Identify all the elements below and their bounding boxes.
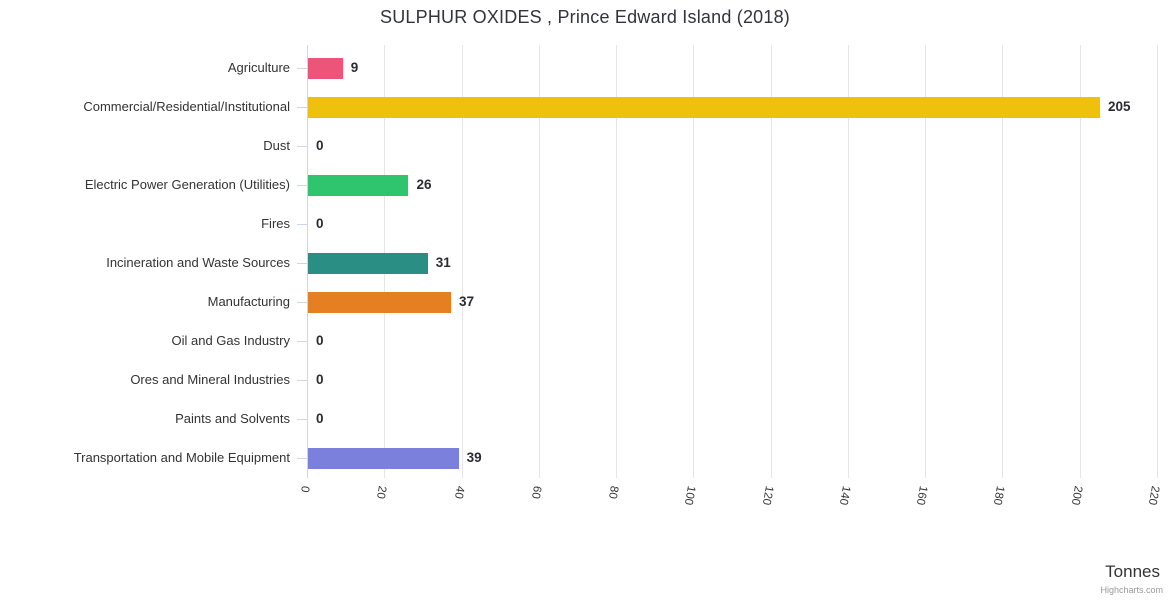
category-label: Transportation and Mobile Equipment xyxy=(73,450,290,465)
category-tick xyxy=(297,341,307,342)
category-tick xyxy=(297,302,307,303)
x-tick-label: 100 xyxy=(682,484,698,506)
category-tick xyxy=(297,419,307,420)
x-tick-label: 200 xyxy=(1068,484,1084,506)
x-tick-label: 60 xyxy=(528,484,543,500)
value-label: 0 xyxy=(316,372,324,387)
category-label: Oil and Gas Industry xyxy=(171,333,291,348)
gridline xyxy=(770,45,772,478)
value-label: 0 xyxy=(316,138,324,153)
bar[interactable] xyxy=(308,447,459,469)
category-tick xyxy=(297,224,307,225)
gridline xyxy=(693,45,695,478)
bar[interactable] xyxy=(308,96,1101,118)
value-label: 26 xyxy=(416,177,432,192)
value-label: 205 xyxy=(1108,99,1131,114)
category-tick xyxy=(297,263,307,264)
x-tick-label: 160 xyxy=(914,484,930,506)
gridline xyxy=(1157,45,1158,478)
category-tick xyxy=(297,146,307,147)
category-axis-line xyxy=(307,45,308,478)
value-label: 9 xyxy=(350,60,359,75)
category-label: Commercial/Residential/Institutional xyxy=(83,99,290,114)
value-label: 0 xyxy=(316,333,324,348)
gridline xyxy=(1002,45,1004,478)
x-tick-label: 40 xyxy=(451,484,466,500)
value-label: 0 xyxy=(316,216,324,231)
gridline xyxy=(1079,45,1081,478)
highcharts-credit[interactable]: Highcharts.com xyxy=(1100,585,1163,595)
x-tick-label: 20 xyxy=(374,484,389,500)
category-label: Manufacturing xyxy=(207,294,290,309)
category-label: Incineration and Waste Sources xyxy=(106,255,290,270)
x-axis-title: Tonnes xyxy=(1105,562,1160,581)
value-label: 39 xyxy=(466,450,482,465)
category-tick xyxy=(297,380,307,381)
category-label: Dust xyxy=(263,138,290,153)
value-label: 31 xyxy=(435,255,451,270)
category-label: Ores and Mineral Industries xyxy=(130,372,290,387)
chart-title: SULPHUR OXIDES , Prince Edward Island (2… xyxy=(380,7,790,27)
x-tick-label: 220 xyxy=(1145,484,1161,506)
bar[interactable] xyxy=(308,174,409,196)
x-tick-label: 120 xyxy=(759,484,775,506)
category-label: Electric Power Generation (Utilities) xyxy=(84,177,290,192)
x-tick-label: 0 xyxy=(298,484,311,494)
category-tick xyxy=(297,68,307,69)
gridline xyxy=(847,45,849,478)
category-label: Fires xyxy=(261,216,290,231)
x-tick-label: 180 xyxy=(991,484,1007,506)
bar[interactable] xyxy=(308,291,451,313)
category-tick xyxy=(297,185,307,186)
gridline xyxy=(616,45,618,478)
category-label: Paints and Solvents xyxy=(175,411,290,426)
value-label: 37 xyxy=(458,294,474,309)
x-tick-label: 140 xyxy=(836,484,852,506)
x-tick-label: 80 xyxy=(606,484,621,500)
gridline xyxy=(925,45,927,478)
gridline xyxy=(461,45,463,478)
bar[interactable] xyxy=(308,57,343,79)
category-tick xyxy=(297,107,307,108)
category-tick xyxy=(297,458,307,459)
bar[interactable] xyxy=(308,252,428,274)
gridline xyxy=(538,45,540,478)
category-label: Agriculture xyxy=(227,60,290,75)
value-label: 0 xyxy=(316,411,324,426)
